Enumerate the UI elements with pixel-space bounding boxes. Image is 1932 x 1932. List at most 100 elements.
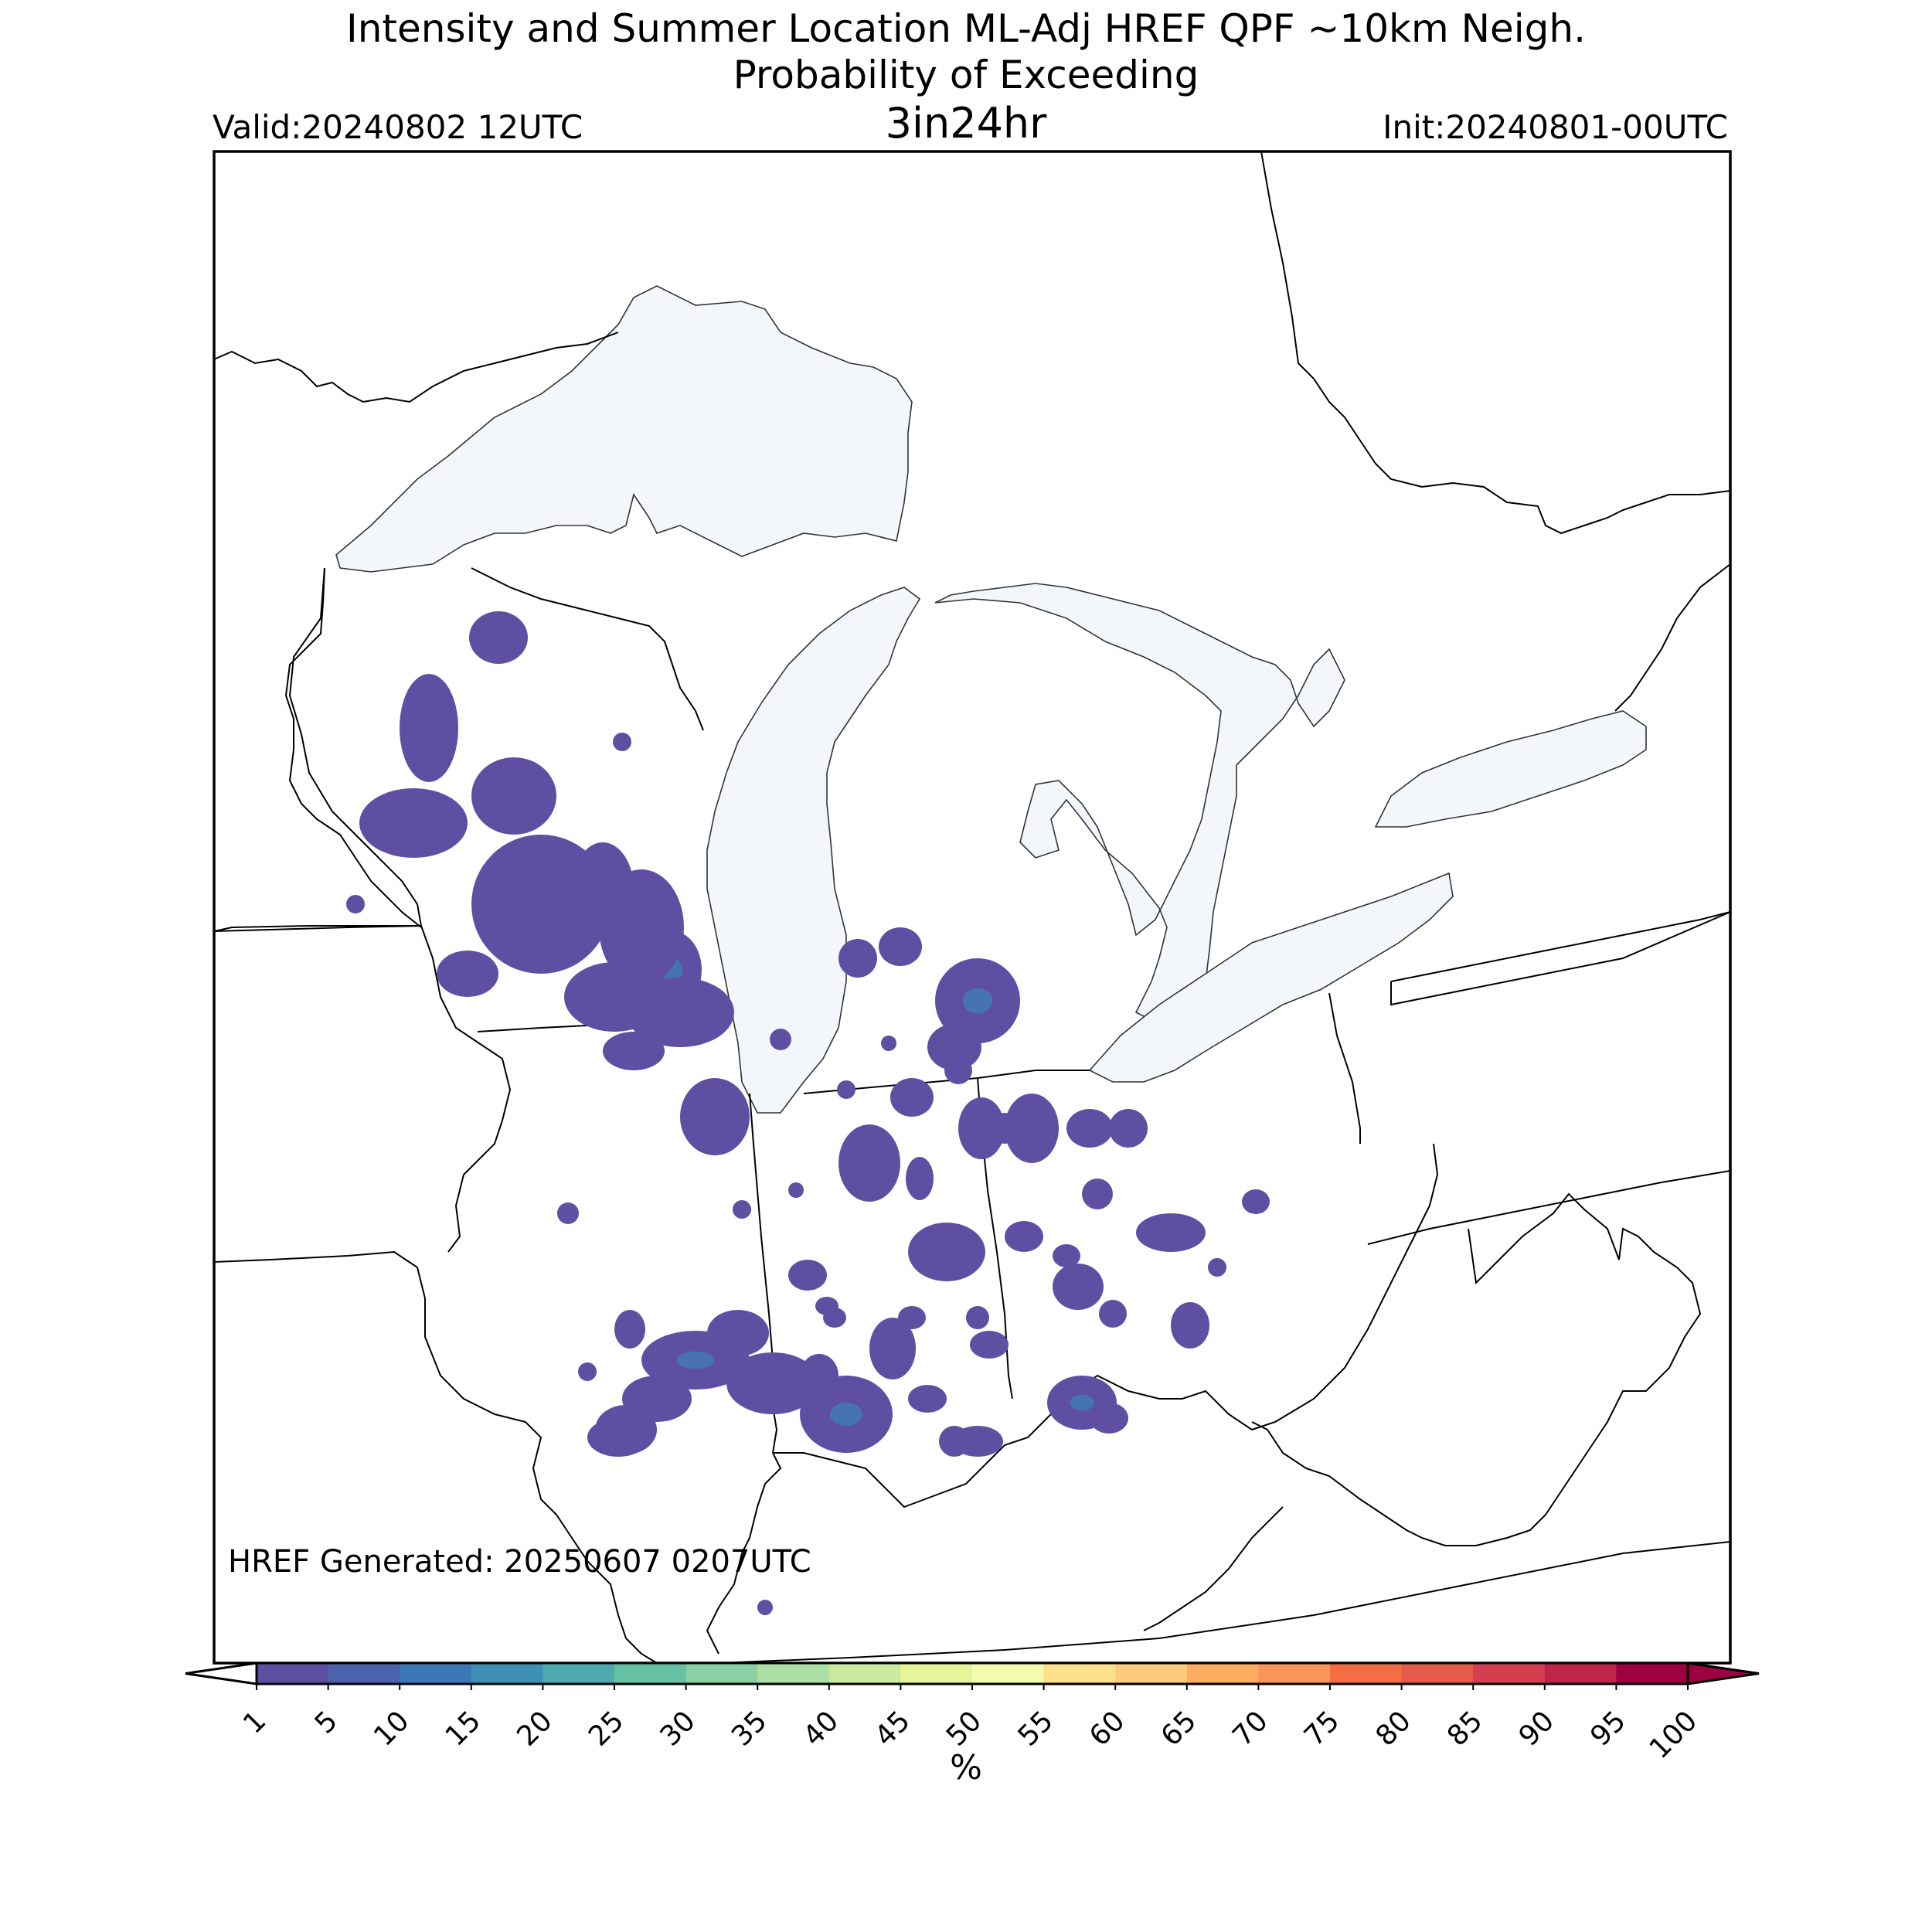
wisconsin-west-border bbox=[288, 567, 422, 927]
colorbar-segment bbox=[1616, 1663, 1689, 1684]
probability-cell bbox=[1090, 1403, 1128, 1434]
colorbar-over-extension bbox=[1686, 1662, 1760, 1685]
tennessee-kentucky-border bbox=[718, 1541, 1730, 1663]
probability-cell bbox=[736, 1202, 751, 1217]
probability-cell bbox=[770, 1029, 791, 1050]
probability-cell bbox=[908, 1223, 985, 1281]
colorbar-tick-label: 50 bbox=[940, 1705, 988, 1752]
probability-cell bbox=[469, 611, 528, 664]
probability-cell bbox=[346, 895, 365, 913]
probability-cell bbox=[1136, 1213, 1206, 1252]
probability-cell bbox=[869, 1318, 916, 1379]
probability-cell bbox=[966, 1306, 989, 1329]
probability-cell bbox=[471, 757, 556, 835]
lake-ontario bbox=[1374, 710, 1647, 828]
init-time-label: Init:20240801-00UTC bbox=[1383, 108, 1728, 146]
lake-huron bbox=[934, 583, 1345, 1029]
colorbar-tick-label: 65 bbox=[1155, 1705, 1202, 1752]
probability-cell bbox=[1053, 1264, 1104, 1310]
iowa-minnesota-border bbox=[214, 925, 422, 932]
probability-cell bbox=[881, 1036, 896, 1051]
colorbar-segment bbox=[1043, 1663, 1116, 1684]
mississippi-river-west bbox=[420, 925, 512, 1253]
colorbar-tick-label: 1 bbox=[237, 1705, 272, 1740]
lake-michigan bbox=[706, 587, 921, 1114]
colorbar-segment bbox=[1544, 1663, 1617, 1684]
colorbar-segment bbox=[328, 1663, 400, 1684]
probability-cell bbox=[879, 927, 922, 966]
colorbar-tick-label: 60 bbox=[1083, 1705, 1131, 1752]
probability-cell-core bbox=[1070, 1394, 1094, 1411]
probability-cell bbox=[1066, 1109, 1113, 1148]
probability-cell bbox=[1242, 1189, 1270, 1214]
probability-cell bbox=[359, 788, 468, 858]
colorbar-segment bbox=[972, 1663, 1045, 1684]
minnesota-border-north bbox=[214, 925, 421, 932]
ontario-quebec-border bbox=[1260, 151, 1730, 535]
probability-cell bbox=[838, 1124, 900, 1202]
probability-cell bbox=[906, 1157, 934, 1200]
probability-cell bbox=[837, 1080, 855, 1099]
mississippi-river-south bbox=[417, 1267, 658, 1663]
probability-cells bbox=[346, 611, 1270, 1615]
probability-cell bbox=[927, 1024, 981, 1070]
probability-cell bbox=[599, 869, 684, 985]
probability-cell bbox=[815, 1297, 838, 1315]
colorbar-tick-label: 5 bbox=[309, 1705, 344, 1740]
ohio-river-middle bbox=[773, 1143, 1439, 1509]
probability-cell bbox=[603, 1032, 665, 1070]
probability-cell bbox=[587, 1418, 649, 1457]
ohio-pennsylvania-border bbox=[1328, 992, 1361, 1144]
colorbar-segment bbox=[1258, 1663, 1331, 1684]
us-canada-border-west bbox=[214, 332, 619, 403]
colorbar-tick-label: 35 bbox=[726, 1705, 773, 1752]
probability-cell bbox=[1053, 1244, 1080, 1267]
superior-south-shore bbox=[284, 567, 422, 928]
west-virginia-border bbox=[1251, 1192, 1702, 1546]
map-title-line2: Probability of Exceeding bbox=[733, 53, 1199, 97]
virginia-kentucky-border bbox=[1143, 1506, 1284, 1631]
probability-cell bbox=[1005, 1094, 1059, 1163]
probability-cell bbox=[613, 733, 631, 751]
colorbar-tick-label: 70 bbox=[1226, 1705, 1274, 1752]
probability-cell bbox=[838, 939, 877, 978]
iowa-missouri-border bbox=[214, 1250, 418, 1268]
colorbar-tick-label: 30 bbox=[655, 1705, 702, 1752]
probability-cell bbox=[944, 1056, 972, 1084]
map-title-line1: Intensity and Summer Location ML-Adj HRE… bbox=[345, 6, 1586, 51]
colorbar-segment bbox=[614, 1663, 687, 1684]
colorbar-unit-label: % bbox=[950, 1748, 982, 1787]
colorbar-segment bbox=[400, 1663, 472, 1684]
generated-timestamp: HREF Generated: 20250607 0207UTC bbox=[228, 1544, 811, 1580]
colorbar-under-extension bbox=[185, 1662, 258, 1685]
probability-cell bbox=[557, 1202, 579, 1224]
colorbar-segment bbox=[685, 1663, 758, 1684]
colorbar-segment bbox=[757, 1663, 830, 1684]
probability-cell-core bbox=[962, 988, 993, 1014]
colorbar-tick-label: 15 bbox=[440, 1705, 487, 1752]
probability-cell bbox=[1099, 1300, 1127, 1328]
michigan-indiana-border bbox=[803, 1077, 978, 1094]
valid-time-label: Valid:20240802 12UTC bbox=[213, 108, 583, 146]
probability-cell bbox=[626, 978, 734, 1047]
probability-cell-core bbox=[676, 1351, 715, 1369]
colorbar-tick-label: 10 bbox=[368, 1705, 415, 1752]
pennsylvania-new-york-border bbox=[1390, 911, 1730, 1006]
colorbar-segment bbox=[1115, 1663, 1188, 1684]
colorbar-segment bbox=[1186, 1663, 1259, 1684]
colorbar-segment bbox=[900, 1663, 973, 1684]
probability-cell bbox=[1005, 1221, 1043, 1252]
colorbar-segment bbox=[1330, 1663, 1403, 1684]
probability-cell bbox=[680, 1078, 750, 1155]
probability-cell bbox=[757, 1600, 773, 1615]
colorbar-tick-label: 45 bbox=[869, 1705, 916, 1752]
probability-cell bbox=[726, 1352, 819, 1414]
colorbar-segment bbox=[257, 1663, 329, 1684]
probability-cell bbox=[437, 951, 498, 997]
new-york-vermont-border bbox=[1390, 911, 1730, 982]
probability-cell bbox=[939, 1426, 970, 1457]
probability-cell bbox=[707, 1310, 769, 1356]
probability-cell bbox=[970, 1331, 1009, 1359]
colorbar-tick-label: 20 bbox=[511, 1705, 558, 1752]
colorbar-tick-label: 80 bbox=[1370, 1705, 1417, 1752]
